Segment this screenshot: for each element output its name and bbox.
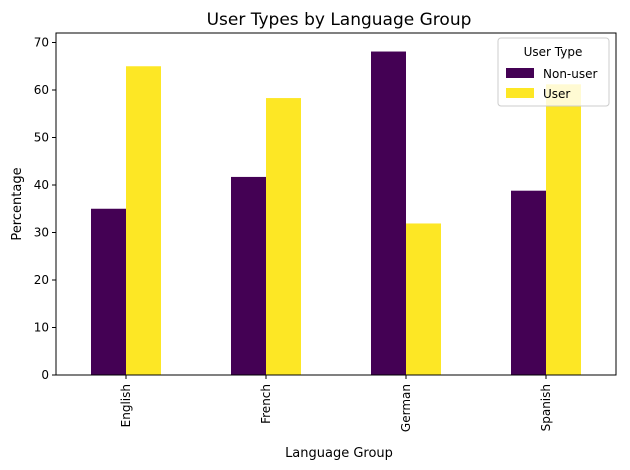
legend-swatch — [506, 68, 534, 78]
bar-non-user-german — [371, 51, 406, 376]
x-tick-label: Spanish — [539, 384, 553, 431]
x-axis-ticks: English French German Spanish — [119, 375, 553, 432]
bar-non-user-french — [231, 176, 266, 375]
y-tick-label: 10 — [34, 321, 49, 335]
bar-non-user-spanish — [511, 190, 546, 375]
x-tick-label: English — [119, 384, 133, 427]
bars — [91, 51, 581, 376]
x-axis-label: Language Group — [285, 446, 393, 461]
chart-title: User Types by Language Group — [207, 10, 472, 30]
y-tick-label: 50 — [34, 131, 49, 145]
bar-user-german — [406, 223, 441, 375]
bar-user-spanish — [546, 84, 581, 376]
bar-user-english — [126, 66, 161, 375]
legend: User Type Non-user User — [497, 37, 610, 107]
legend-label: User — [543, 87, 570, 101]
y-tick-label: 60 — [34, 83, 49, 97]
bar-non-user-english — [91, 208, 126, 375]
x-tick-label: French — [259, 384, 273, 424]
y-tick-label: 30 — [34, 226, 49, 240]
legend-swatch — [506, 88, 534, 98]
y-tick-label: 70 — [34, 36, 49, 50]
y-axis-label: Percentage — [10, 167, 25, 240]
y-tick-label: 40 — [34, 178, 49, 192]
x-tick-label: German — [399, 384, 413, 432]
legend-title: User Type — [524, 45, 583, 59]
y-tick-label: 0 — [41, 368, 49, 382]
bar-user-french — [266, 98, 301, 375]
y-axis-ticks: 0 10 20 30 40 50 60 70 — [34, 36, 56, 382]
y-tick-label: 20 — [34, 273, 49, 287]
legend-label: Non-user — [543, 67, 597, 81]
plot-frame — [55, 32, 617, 376]
